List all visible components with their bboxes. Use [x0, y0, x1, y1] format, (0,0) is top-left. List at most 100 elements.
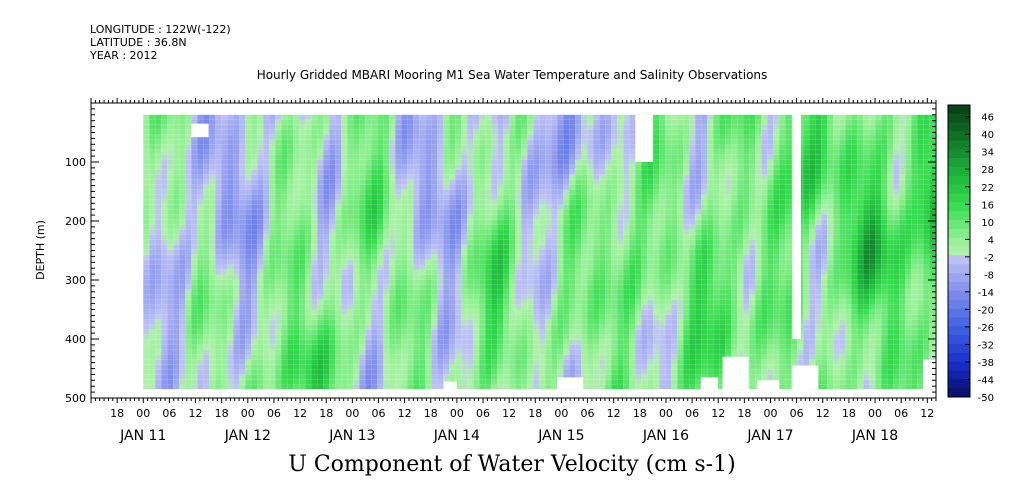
heatmap-cell — [617, 129, 624, 135]
heatmap-cell — [329, 114, 336, 120]
heatmap-cell — [251, 154, 258, 160]
heatmap-cell — [179, 114, 186, 120]
heatmap-cell — [245, 379, 252, 385]
heatmap-cell — [533, 204, 540, 210]
heatmap-cell — [665, 359, 672, 365]
heatmap-cell — [383, 204, 390, 210]
heatmap-cell — [509, 329, 516, 335]
heatmap-cell — [647, 214, 654, 220]
heatmap-cell — [611, 384, 618, 390]
heatmap-cell — [389, 274, 396, 280]
heatmap-cell — [491, 264, 498, 270]
heatmap-cell — [461, 214, 468, 220]
heatmap-cell — [563, 119, 570, 125]
heatmap-cell — [371, 379, 378, 385]
heatmap-cell — [353, 319, 360, 325]
heatmap-cell — [317, 259, 324, 265]
heatmap-cell — [185, 199, 192, 205]
heatmap-cell — [521, 139, 528, 145]
heatmap-cell — [179, 234, 186, 240]
heatmap-cell — [173, 294, 180, 300]
heatmap-cell — [671, 164, 678, 170]
heatmap-cell — [449, 134, 456, 140]
heatmap-cell — [143, 324, 150, 330]
heatmap-cell — [263, 334, 270, 340]
heatmap-cell — [467, 304, 474, 310]
heatmap-cell — [299, 384, 306, 390]
heatmap-cell — [599, 199, 606, 205]
heatmap-cell — [155, 194, 162, 200]
heatmap-cell — [485, 314, 492, 320]
heatmap-cell — [191, 169, 198, 175]
heatmap-cell — [419, 229, 426, 235]
heatmap-cell — [629, 189, 636, 195]
heatmap-cell — [419, 379, 426, 385]
heatmap-cell — [455, 319, 462, 325]
heatmap-cell — [443, 369, 450, 375]
heatmap-cell — [401, 119, 408, 125]
heatmap-cell — [431, 149, 438, 155]
heatmap-cell — [461, 314, 468, 320]
heatmap-cell — [245, 304, 252, 310]
heatmap-cell — [497, 354, 504, 360]
heatmap-cell — [539, 244, 546, 250]
heatmap-cell — [383, 119, 390, 125]
heatmap-cell — [239, 179, 246, 185]
heatmap-cell — [185, 384, 192, 390]
heatmap-cell — [461, 334, 468, 340]
heatmap-cell — [371, 374, 378, 380]
heatmap-cell — [677, 329, 684, 335]
heatmap-cell — [437, 384, 444, 390]
heatmap-cell — [509, 239, 516, 245]
heatmap-cell — [299, 199, 306, 205]
heatmap-cell — [491, 154, 498, 160]
heatmap-cell — [425, 159, 432, 165]
heatmap-cell — [569, 134, 576, 140]
heatmap-cell — [269, 344, 276, 350]
heatmap-cell — [293, 129, 300, 135]
heatmap-cell — [197, 329, 204, 335]
heatmap-cell — [551, 219, 558, 225]
heatmap-cell — [587, 384, 594, 390]
heatmap-cell — [239, 249, 246, 255]
heatmap-cell — [515, 309, 522, 315]
heatmap-cell — [473, 334, 480, 340]
heatmap-cell — [563, 179, 570, 185]
heatmap-cell — [299, 204, 306, 210]
heatmap-cell — [437, 144, 444, 150]
heatmap-cell — [269, 214, 276, 220]
heatmap-cell — [209, 324, 216, 330]
heatmap-cell — [407, 179, 414, 185]
heatmap-cell — [371, 214, 378, 220]
heatmap-cell — [335, 239, 342, 245]
heatmap-cell — [509, 374, 516, 380]
heatmap-cell — [461, 164, 468, 170]
heatmap-cell — [155, 204, 162, 210]
heatmap-cell — [371, 384, 378, 390]
heatmap-cell — [533, 114, 540, 120]
heatmap-cell — [161, 114, 168, 120]
heatmap-cell — [341, 254, 348, 260]
heatmap-cell — [563, 284, 570, 290]
heatmap-cell — [401, 124, 408, 130]
heatmap-cell — [539, 144, 546, 150]
heatmap-cell — [401, 364, 408, 370]
heatmap-cell — [461, 174, 468, 180]
heatmap-cell — [401, 224, 408, 230]
heatmap-cell — [479, 259, 486, 265]
heatmap-cell — [299, 264, 306, 270]
heatmap-cell — [401, 324, 408, 330]
heatmap-cell — [281, 129, 288, 135]
heatmap-cell — [539, 179, 546, 185]
heatmap-cell — [239, 334, 246, 340]
heatmap-cell — [569, 359, 576, 365]
heatmap-cell — [221, 169, 228, 175]
heatmap-cell — [659, 224, 666, 230]
heatmap-cell — [551, 274, 558, 280]
heatmap-cell — [659, 374, 666, 380]
heatmap-cell — [419, 329, 426, 335]
heatmap-cell — [383, 319, 390, 325]
heatmap-cell — [281, 199, 288, 205]
heatmap-cell — [545, 189, 552, 195]
heatmap-cell — [599, 329, 606, 335]
